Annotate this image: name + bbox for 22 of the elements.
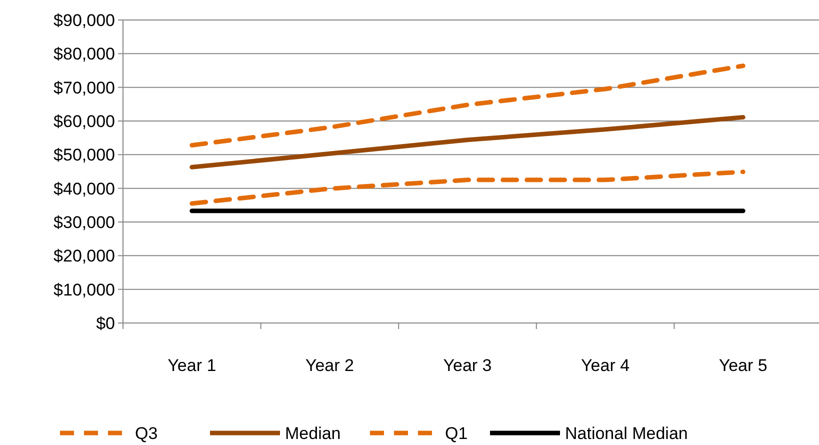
x-tick-label: Year 5 [718,356,768,375]
line-series [190,64,746,148]
legend-label: National Median [565,424,688,443]
legend-label: Q1 [445,424,468,443]
y-tick-label: $10,000 [54,280,115,300]
y-tick-label: $0 [96,314,115,333]
y-tick-label: $70,000 [54,78,115,98]
y-tick-label: $50,000 [54,146,115,165]
x-tick-label: Year 3 [443,356,492,375]
x-tick-label: Year 4 [581,356,630,375]
line-series [190,170,746,206]
y-tick-label: $40,000 [54,179,115,198]
legend-label: Q3 [135,424,158,443]
y-tick-label: $90,000 [54,10,115,30]
legend-label: Median [285,424,341,443]
x-tick-label: Year 1 [168,356,216,375]
line-series [190,115,746,170]
y-tick-label: $20,000 [54,246,115,266]
y-tick-label: $30,000 [54,212,115,232]
y-tick-label: $60,000 [54,112,115,131]
y-tick-label: $80,000 [54,44,115,64]
x-tick-label: Year 2 [305,356,354,375]
